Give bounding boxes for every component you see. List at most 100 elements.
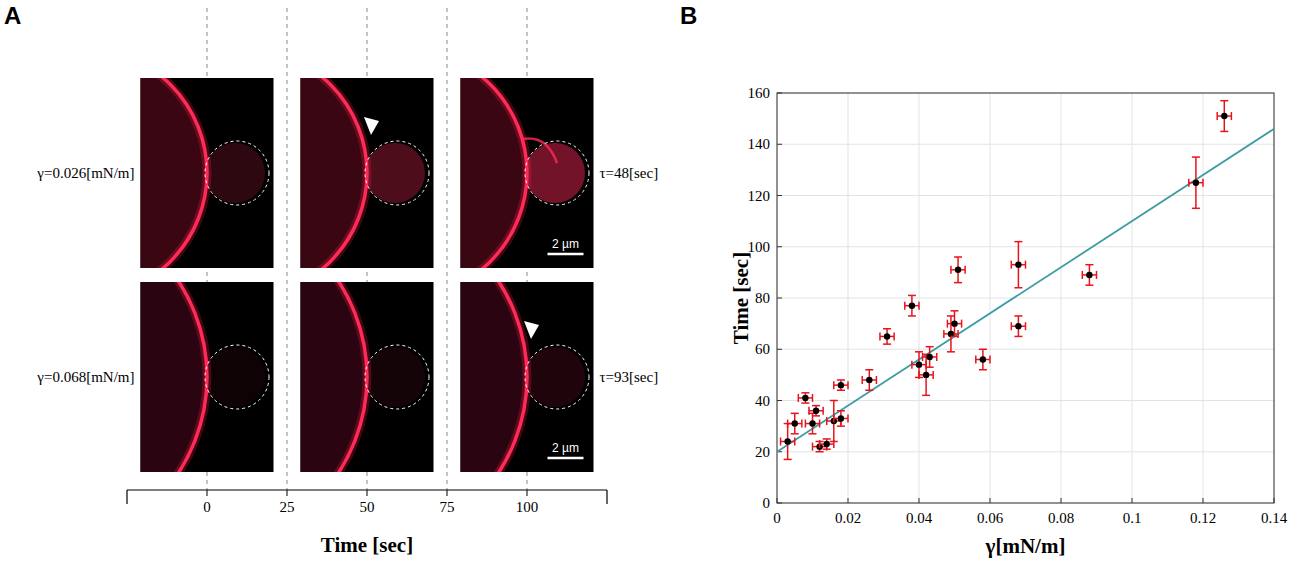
droplet-outline xyxy=(525,141,589,205)
error-cap xyxy=(812,415,820,417)
data-point-group xyxy=(805,413,819,434)
droplet-signal xyxy=(365,143,425,203)
membrane-glow xyxy=(141,78,208,268)
image-content xyxy=(141,282,270,472)
data-point-group xyxy=(781,424,795,460)
error-cap xyxy=(1192,208,1200,210)
tick-label: 40 xyxy=(755,393,770,409)
tick xyxy=(527,490,528,496)
tick xyxy=(777,498,778,503)
error-cap xyxy=(1220,100,1228,102)
error-cap-x xyxy=(819,420,821,428)
error-cap xyxy=(837,390,845,392)
tick-label: 0.08 xyxy=(1048,510,1074,526)
error-cap xyxy=(883,328,891,330)
vesicle-interior xyxy=(461,78,528,268)
tick-label: 80 xyxy=(755,290,770,306)
micrograph xyxy=(117,48,434,298)
membrane-glow xyxy=(461,78,528,268)
row-label: γ=0.068[mN/m] xyxy=(36,369,134,385)
data-point xyxy=(1221,113,1227,119)
error-cap-x xyxy=(819,440,821,448)
error-cap xyxy=(784,459,792,461)
error-cap-x xyxy=(1011,261,1013,269)
error-bar xyxy=(833,401,835,442)
tick xyxy=(777,93,782,94)
vesicle-interior xyxy=(141,78,208,268)
data-point-group xyxy=(880,329,894,344)
data-point xyxy=(1193,179,1199,185)
plot-area xyxy=(777,93,1274,503)
image-content xyxy=(141,78,270,268)
membrane-glow xyxy=(301,78,368,268)
error-cap xyxy=(922,395,930,397)
data-point-group xyxy=(820,439,834,449)
error-cap-x xyxy=(893,332,895,340)
scale-bar-label: 2 µm xyxy=(552,441,579,455)
data-point xyxy=(926,354,932,360)
error-cap xyxy=(883,343,891,345)
error-cap xyxy=(823,448,831,450)
error-cap xyxy=(908,295,916,297)
scale-bar xyxy=(548,457,584,460)
error-cap-x xyxy=(911,361,913,369)
error-cap xyxy=(915,351,923,353)
data-marks xyxy=(777,101,1274,460)
tick xyxy=(777,195,782,196)
tick-label: 20 xyxy=(755,444,770,460)
data-point xyxy=(813,408,819,414)
image-content xyxy=(301,78,430,268)
tick-label: 0.06 xyxy=(977,510,1004,526)
error-cap-x xyxy=(876,376,878,384)
data-point-group xyxy=(976,349,990,370)
scale-bar xyxy=(548,253,584,256)
error-cap-x xyxy=(1231,112,1233,120)
data-point xyxy=(1086,272,1092,278)
error-cap-x xyxy=(822,407,824,415)
vesicle-interior xyxy=(461,282,528,472)
error-cap-x xyxy=(922,353,924,361)
droplet-outline xyxy=(205,141,269,205)
error-cap-x xyxy=(1096,271,1098,279)
error-cap-x xyxy=(961,320,963,328)
image-content xyxy=(461,282,590,472)
error-cap xyxy=(830,441,838,443)
grid-line xyxy=(777,195,1274,196)
arrowhead xyxy=(364,117,379,135)
droplet-outline xyxy=(205,345,269,409)
guide-line xyxy=(446,8,447,490)
error-cap xyxy=(801,402,809,404)
data-point-group xyxy=(827,401,841,442)
data-point-group xyxy=(1189,157,1203,208)
data-point xyxy=(955,267,961,273)
data-point xyxy=(792,420,798,426)
error-cap xyxy=(801,392,809,394)
membrane-glow xyxy=(141,282,208,472)
tick-label: 0.14 xyxy=(1261,510,1288,526)
data-point xyxy=(923,372,929,378)
data-point-group xyxy=(1217,101,1231,132)
error-cap-x xyxy=(879,332,881,340)
error-cap-x xyxy=(812,394,814,402)
error-cap-x xyxy=(943,330,945,338)
error-cap xyxy=(979,369,987,371)
data-point-group xyxy=(1011,316,1025,337)
tick xyxy=(777,144,782,145)
tick xyxy=(919,498,920,503)
micrograph xyxy=(0,48,274,298)
tick-label: 75 xyxy=(440,499,455,515)
tick-label: 0 xyxy=(773,510,781,526)
tick xyxy=(848,498,849,503)
tick-label: 0.02 xyxy=(835,510,861,526)
data-point-group xyxy=(944,316,958,352)
data-point-group xyxy=(834,380,848,390)
data-point xyxy=(809,420,815,426)
error-cap xyxy=(837,410,845,412)
micrograph: 2 µm xyxy=(177,202,594,552)
tick-label: 120 xyxy=(748,188,771,204)
error-cap xyxy=(1220,131,1228,133)
figure: A2 µmγ=0.026[mN/m]τ=48[sec]2 µmγ=0.068[m… xyxy=(0,0,1293,567)
micrograph xyxy=(17,202,434,552)
grid-line xyxy=(777,349,1274,350)
error-cap-x xyxy=(1202,179,1204,187)
